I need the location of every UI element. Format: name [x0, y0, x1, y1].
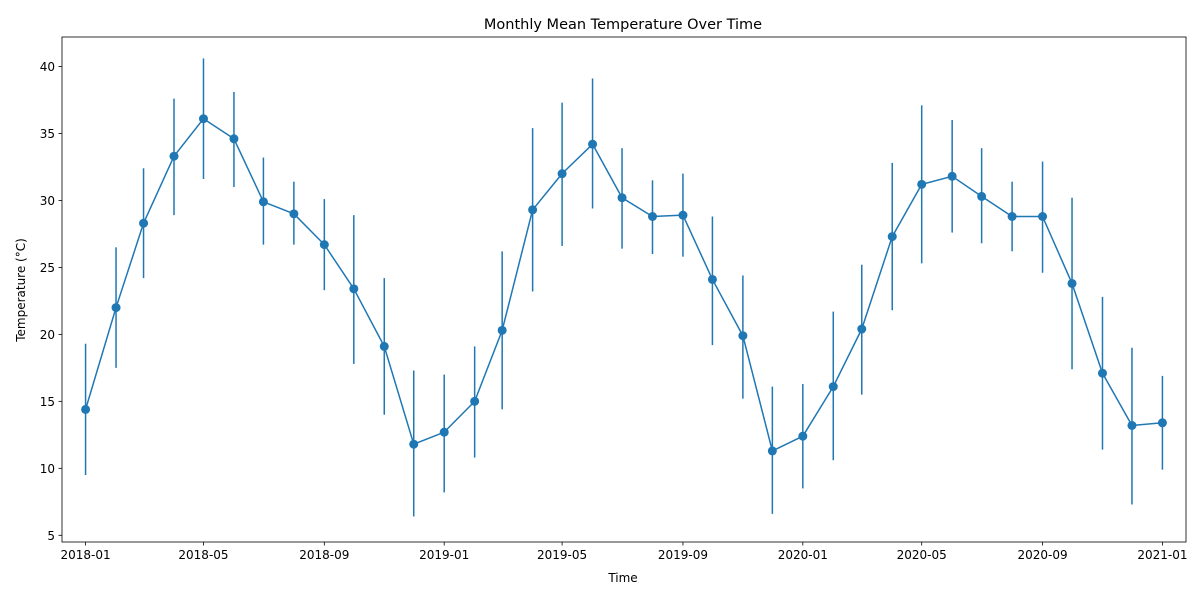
plot-area: 2018-01 2018-05 2018-09 2019-01 2019-05 2019-…	[40, 36, 1187, 562]
y-tick-label: 15	[40, 395, 55, 409]
data-point	[857, 324, 867, 334]
data-point	[1157, 418, 1167, 428]
x-tick-label: 2020-05	[897, 548, 947, 562]
x-tick-label: 2020-01	[778, 548, 828, 562]
data-point	[111, 303, 121, 313]
chart-title: Monthly Mean Temperature Over Time	[484, 17, 762, 33]
data-point	[1038, 211, 1048, 221]
data-point	[1067, 278, 1077, 288]
plot-frame	[61, 36, 1187, 543]
y-tick-label: 40	[40, 60, 55, 74]
y-tick-label: 10	[40, 462, 55, 476]
data-point	[617, 193, 627, 203]
series-0	[81, 58, 1167, 517]
data-point	[1127, 420, 1137, 430]
data-point	[409, 439, 419, 449]
data-point	[1097, 368, 1107, 378]
data-point	[828, 382, 838, 392]
data-point	[139, 218, 149, 228]
data-point	[1007, 211, 1017, 221]
data-point	[557, 169, 567, 179]
data-point	[379, 341, 389, 351]
data-point	[917, 179, 927, 189]
data-point	[319, 240, 329, 250]
data-point	[767, 446, 777, 456]
x-tick-label: 2020-09	[1017, 548, 1067, 562]
data-point	[887, 232, 897, 242]
data-point	[258, 197, 268, 207]
data-point	[289, 209, 299, 219]
data-point	[528, 205, 538, 215]
data-point	[678, 210, 688, 220]
data-point	[707, 274, 717, 284]
y-tick-label: 25	[40, 261, 55, 275]
x-tick-label: 2019-09	[658, 548, 708, 562]
data-point	[588, 139, 598, 149]
x-tick-label: 2018-01	[61, 548, 111, 562]
data-point	[439, 427, 449, 437]
x-tick-label: 2019-01	[419, 548, 469, 562]
data-point	[647, 211, 657, 221]
y-tick-label: 35	[40, 127, 55, 141]
data-point	[198, 114, 208, 124]
x-tick-label: 2021-01	[1137, 548, 1187, 562]
x-tick-label: 2019-05	[537, 548, 587, 562]
data-point	[497, 325, 507, 335]
data-point	[470, 396, 480, 406]
data-point	[798, 431, 808, 441]
y-axis-title: Temperature (°C)	[14, 238, 28, 343]
y-tick-label: 30	[40, 194, 55, 208]
data-point	[977, 191, 987, 201]
data-point	[169, 151, 179, 161]
x-axis-title: Time	[607, 571, 637, 585]
data-point	[81, 404, 91, 414]
y-tick-label: 5	[47, 529, 55, 543]
x-tick-label: 2018-09	[299, 548, 349, 562]
data-point	[738, 331, 748, 341]
x-tick-label: 2018-05	[178, 548, 228, 562]
y-tick-label: 20	[40, 328, 55, 342]
data-point	[349, 284, 359, 294]
data-point	[229, 134, 239, 144]
data-point	[947, 171, 957, 181]
